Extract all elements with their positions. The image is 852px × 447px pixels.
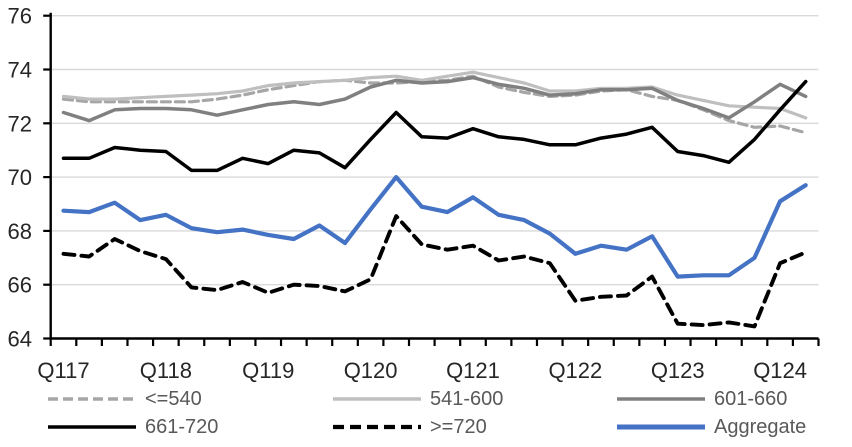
x-axis-label: Q122: [548, 358, 602, 383]
x-axis-label: Q120: [344, 358, 398, 383]
legend-item-541-600: 541-600: [333, 388, 503, 410]
legend-label: Aggregate: [714, 416, 807, 438]
legend-swatch-le-540: [48, 397, 136, 401]
legend-label: <=540: [145, 388, 202, 410]
legend-item-601-660: 601-660: [617, 388, 787, 410]
series-line-661-720: [61, 79, 808, 173]
legend-label: 661-720: [145, 416, 219, 438]
series-line-601-660: [61, 75, 808, 123]
legend-swatch-ge-720: [333, 424, 421, 430]
y-axis-label: 66: [8, 273, 32, 298]
legend-label: 541-600: [430, 388, 504, 410]
legend-swatch-601-660: [617, 397, 705, 401]
x-axis-label: Q124: [753, 358, 807, 383]
y-axis-label: 68: [8, 219, 32, 244]
y-axis-label: 64: [8, 327, 32, 352]
x-axis-label: Q117: [37, 358, 89, 383]
y-axis-label: 70: [8, 165, 32, 190]
legend-item-661-720: 661-720: [48, 416, 218, 438]
legend-swatch-661-720: [48, 425, 136, 429]
series-line-aggregate: [61, 175, 808, 279]
legend-swatch-541-600: [333, 397, 421, 401]
x-axis-label: Q118: [140, 358, 192, 383]
x-axis-label: Q123: [651, 358, 705, 383]
legend-label: 601-660: [714, 388, 788, 410]
series-line-ge-720: [61, 214, 808, 329]
x-axis-label: Q121: [446, 358, 500, 383]
series-line-541-600: [61, 70, 808, 120]
legend-item-aggregate: Aggregate: [617, 416, 806, 438]
legend-label: >=720: [430, 416, 487, 438]
legend-swatch-aggregate: [617, 424, 705, 430]
y-axis-label: 74: [8, 58, 32, 83]
y-axis-label: 72: [8, 111, 32, 136]
legend-item-le-540: <=540: [48, 388, 202, 410]
x-axis-label: Q119: [242, 358, 294, 383]
legend-item-ge-720: >=720: [333, 416, 487, 438]
y-axis-label: 76: [8, 4, 32, 29]
